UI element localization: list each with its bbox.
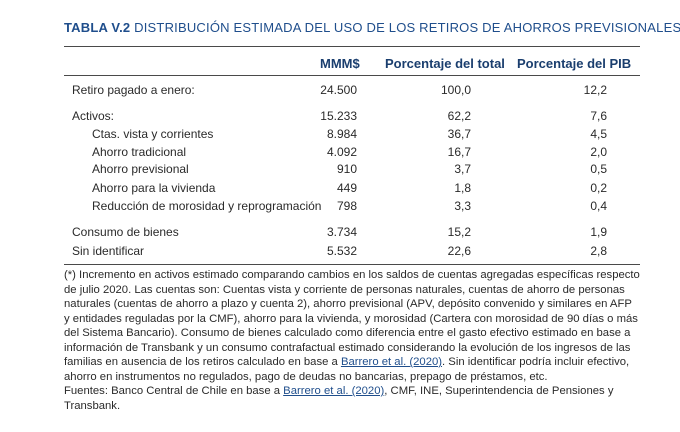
row-label: Reducción de morosidad y reprogramación — [92, 199, 322, 213]
table-title: TABLA V.2 DISTRIBUCIÓN ESTIMADA DEL USO … — [64, 20, 680, 35]
cell-pct-pib: 2,0 — [590, 145, 607, 159]
cell-pct-total: 100,0 — [440, 83, 471, 97]
sources-citation-link[interactable]: Barrero et al. (2020) — [283, 385, 385, 397]
row-label: Retiro pagado a enero: — [72, 83, 195, 97]
cell-pct-total: 1,8 — [454, 181, 471, 195]
cell-pct-total: 3,3 — [454, 199, 471, 213]
cell-mmm: 798 — [336, 199, 357, 213]
cell-pct-pib: 0,4 — [590, 199, 607, 213]
cell-mmm: 8.984 — [326, 127, 357, 141]
cell-mmm: 15.233 — [320, 109, 357, 123]
citation-link[interactable]: Barrero et al. (2020) — [340, 356, 443, 368]
column-header-pct-pib: Porcentaje del PIB — [517, 56, 632, 71]
cell-pct-pib: 12,2 — [583, 83, 607, 97]
row-label: Ctas. vista y corrientes — [92, 127, 214, 141]
table-caption: DISTRIBUCIÓN ESTIMADA DEL USO DE LOS RET… — [134, 20, 680, 35]
sources-note: Fuentes: Banco Central de Chile en base … — [64, 385, 614, 412]
cell-pct-pib: 1,9 — [590, 225, 607, 239]
row-label: Activos: — [72, 109, 115, 123]
cell-pct-total: 36,7 — [447, 127, 471, 141]
cell-pct-pib: 0,2 — [590, 181, 607, 195]
cell-mmm: 3.734 — [326, 225, 357, 239]
table-number: TABLA V.2 — [64, 20, 131, 35]
row-label: Consumo de bienes — [72, 225, 179, 239]
footnote: (*) Incremento en activos estimado compa… — [64, 269, 640, 383]
cell-pct-total: 16,7 — [447, 145, 471, 159]
cell-pct-pib: 2,8 — [590, 244, 607, 258]
row-label: Sin identificar — [72, 244, 145, 258]
cell-pct-total: 22,6 — [447, 244, 471, 258]
cell-mmm: 910 — [336, 162, 357, 176]
cell-pct-total: 3,7 — [454, 162, 471, 176]
cell-pct-pib: 0,5 — [590, 162, 607, 176]
top-rule — [64, 46, 640, 47]
cell-pct-total: 15,2 — [447, 225, 471, 239]
row-label: Ahorro previsional — [92, 162, 189, 176]
cell-mmm: 5.532 — [326, 244, 357, 258]
column-header-pct-total: Porcentaje del total — [385, 56, 505, 71]
cell-mmm: 4.092 — [326, 145, 357, 159]
bottom-rule — [64, 264, 640, 265]
cell-mmm: 449 — [336, 181, 357, 195]
header-rule — [64, 75, 640, 76]
table-notes: (*) Incremento en activos estimado compa… — [64, 268, 640, 413]
row-label: Ahorro tradicional — [92, 145, 187, 159]
cell-mmm: 24.500 — [320, 83, 357, 97]
column-header-mmm: MMM$ — [320, 56, 360, 71]
cell-pct-pib: 4,5 — [590, 127, 607, 141]
cell-pct-pib: 7,6 — [590, 109, 607, 123]
row-label: Ahorro para la vivienda — [92, 181, 216, 195]
cell-pct-total: 62,2 — [447, 109, 471, 123]
